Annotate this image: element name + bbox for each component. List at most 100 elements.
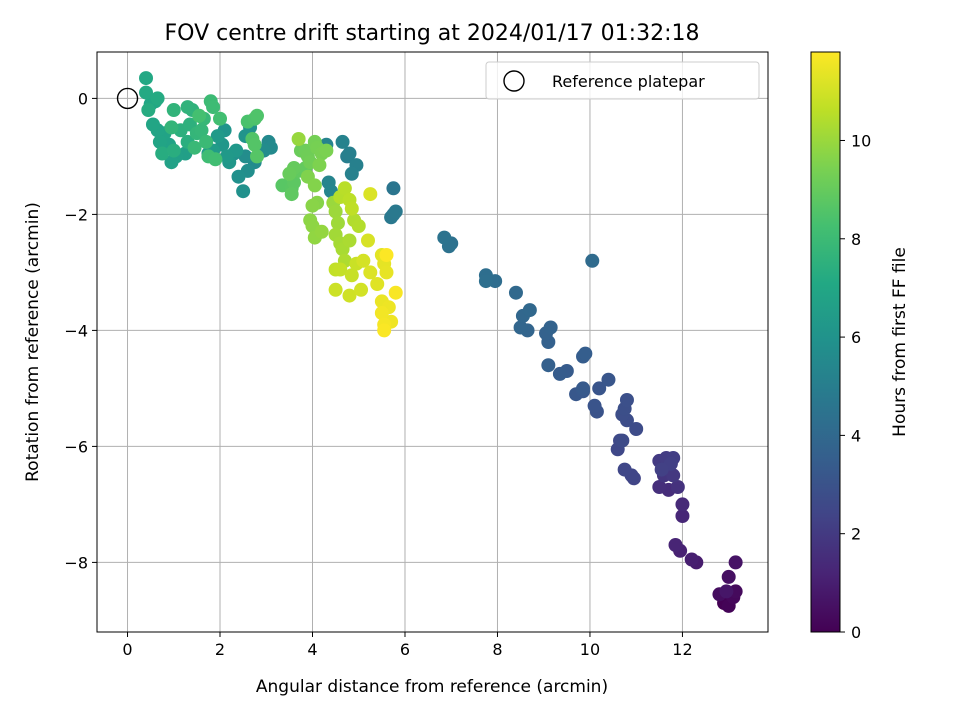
data-point xyxy=(576,381,591,396)
reference-point-marker xyxy=(116,87,139,110)
data-point xyxy=(247,137,262,152)
data-point xyxy=(601,372,616,387)
data-point xyxy=(328,204,343,219)
data-point xyxy=(615,433,630,448)
data-point xyxy=(250,149,265,164)
data-point xyxy=(139,85,154,100)
data-point xyxy=(344,201,359,216)
y-tick-label: −8 xyxy=(64,553,88,572)
data-point xyxy=(508,285,523,300)
data-point xyxy=(543,320,558,335)
data-point xyxy=(330,216,345,231)
data-point xyxy=(307,178,322,193)
plot-frame xyxy=(96,51,769,633)
data-point xyxy=(379,248,394,262)
data-point xyxy=(213,111,228,126)
data-point xyxy=(360,233,375,248)
data-point xyxy=(187,140,202,155)
data-point xyxy=(351,219,366,233)
data-point xyxy=(386,181,401,196)
data-point xyxy=(388,285,403,300)
data-point xyxy=(437,230,452,245)
colorbar-gradient xyxy=(810,51,841,633)
data-point xyxy=(522,303,537,318)
data-points xyxy=(116,71,743,613)
axes: 0 2 4 6 8 10 12 0 −2 −4 −6 −8 xyxy=(64,51,769,659)
data-point xyxy=(344,268,359,283)
data-point xyxy=(342,288,357,303)
data-point xyxy=(328,282,343,297)
data-point xyxy=(141,103,156,117)
colorbar-tick-label: 10 xyxy=(851,131,871,150)
legend-marker xyxy=(503,70,525,92)
data-point xyxy=(478,274,493,289)
data-point xyxy=(194,123,209,138)
x-tick-label: 0 xyxy=(122,640,132,659)
data-point xyxy=(231,169,246,184)
data-point xyxy=(291,132,306,146)
data-point xyxy=(282,166,297,181)
data-point xyxy=(219,149,234,164)
data-point xyxy=(587,398,602,413)
data-point xyxy=(152,134,167,149)
x-tick-label: 2 xyxy=(215,640,225,659)
colorbar-ticks: 0 2 4 6 8 10 xyxy=(840,131,871,642)
data-point xyxy=(250,108,265,123)
colorbar-tick-label: 4 xyxy=(851,426,861,445)
data-point xyxy=(166,103,181,117)
data-point xyxy=(721,569,736,584)
data-point xyxy=(139,71,154,86)
data-point xyxy=(284,187,299,202)
data-point xyxy=(619,393,634,407)
data-point xyxy=(236,184,251,199)
data-point xyxy=(356,253,371,268)
x-tick-label: 10 xyxy=(580,640,600,659)
legend-box xyxy=(485,61,760,100)
data-point xyxy=(629,422,644,436)
data-point xyxy=(379,265,394,280)
data-point xyxy=(145,117,160,132)
colorbar: 0 2 4 6 8 10 Hours from first FF file xyxy=(810,51,910,642)
data-point xyxy=(164,120,179,135)
data-point xyxy=(684,552,699,567)
data-point xyxy=(155,146,170,161)
data-point xyxy=(670,480,685,494)
data-point xyxy=(180,100,195,115)
data-point xyxy=(666,468,681,483)
data-point xyxy=(150,91,165,106)
data-point xyxy=(166,143,181,158)
data-point xyxy=(617,462,632,477)
data-point xyxy=(675,497,690,512)
data-point xyxy=(312,158,327,173)
data-point xyxy=(342,233,357,248)
chart-title: FOV centre drift starting at 2024/01/17 … xyxy=(165,21,700,46)
data-point xyxy=(208,152,223,167)
y-tick-label: −6 xyxy=(64,437,88,456)
x-tick-label: 4 xyxy=(307,640,317,659)
data-point xyxy=(585,253,600,268)
data-point xyxy=(206,100,221,115)
data-point xyxy=(675,509,690,523)
data-point xyxy=(342,146,357,161)
data-point xyxy=(668,538,683,552)
legend-label: Reference platepar xyxy=(552,72,705,91)
x-tick-label: 6 xyxy=(400,640,410,659)
y-tick-label: 0 xyxy=(78,89,88,108)
data-point xyxy=(314,224,329,239)
data-point xyxy=(363,187,378,202)
data-point xyxy=(337,181,352,196)
data-point xyxy=(363,265,378,280)
data-point xyxy=(388,204,403,219)
data-point xyxy=(192,108,207,123)
data-point xyxy=(513,320,528,335)
colorbar-tick-label: 6 xyxy=(851,328,861,347)
data-point xyxy=(578,346,593,361)
colorbar-tick-label: 2 xyxy=(851,525,861,544)
data-point xyxy=(719,584,734,599)
y-axis-label: Rotation from reference (arcmin) xyxy=(23,202,43,482)
data-point xyxy=(335,134,350,149)
data-point xyxy=(552,366,567,381)
x-axis-label: Angular distance from reference (arcmin) xyxy=(256,677,608,697)
data-point xyxy=(164,155,179,170)
